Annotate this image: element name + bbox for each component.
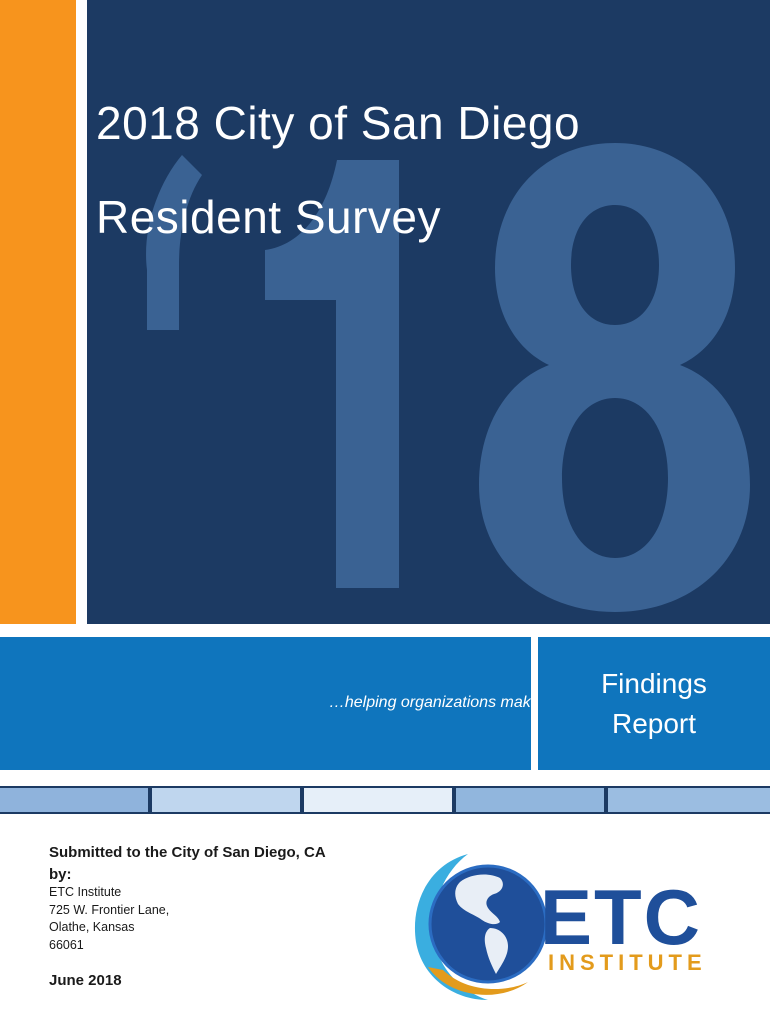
orange-accent-bar [0, 0, 76, 624]
watermark-18 [146, 143, 750, 612]
stripe-2 [152, 788, 300, 812]
decorative-stripes [0, 786, 770, 814]
submitter-address: ETC Institute 725 W. Frontier Lane, Olat… [49, 884, 169, 954]
submission-heading: Submitted to the City of San Diego, CA b… [49, 842, 326, 886]
etc-institute-logo: ETC INSTITUTE [414, 854, 707, 1000]
stripe-3 [304, 788, 452, 812]
address-line: ETC Institute [49, 885, 122, 899]
tagline-band [0, 637, 531, 770]
address-line: 725 W. Frontier Lane, [49, 902, 170, 917]
logo-swoosh-orange [428, 967, 528, 995]
address-line: Olathe, Kansas [49, 920, 135, 934]
stripe-4 [456, 788, 604, 812]
report-type-band [538, 637, 770, 770]
stripe-5 [608, 788, 770, 812]
submission-heading-line2: by: [49, 866, 72, 883]
report-date: June 2018 [49, 972, 122, 989]
report-type: Findings Report [538, 664, 770, 744]
report-type-line1: Findings [601, 668, 707, 699]
report-type-line2: Report [611, 708, 697, 739]
submission-heading-line1: Submitted to the City of San Diego, CA [49, 844, 326, 861]
cover-title-line2: Resident Survey [96, 191, 441, 243]
cover-title-line1: 2018 City of San Diego [96, 97, 581, 149]
cover-hero: 2018 City of San Diego Resident Survey [87, 0, 770, 624]
address-line: 66061 [49, 937, 84, 952]
logo-swoosh-blue [414, 854, 488, 1000]
stripe-1 [0, 788, 148, 812]
logo-subtitle: INSTITUTE [548, 950, 707, 975]
logo-brand: ETC [540, 873, 702, 961]
